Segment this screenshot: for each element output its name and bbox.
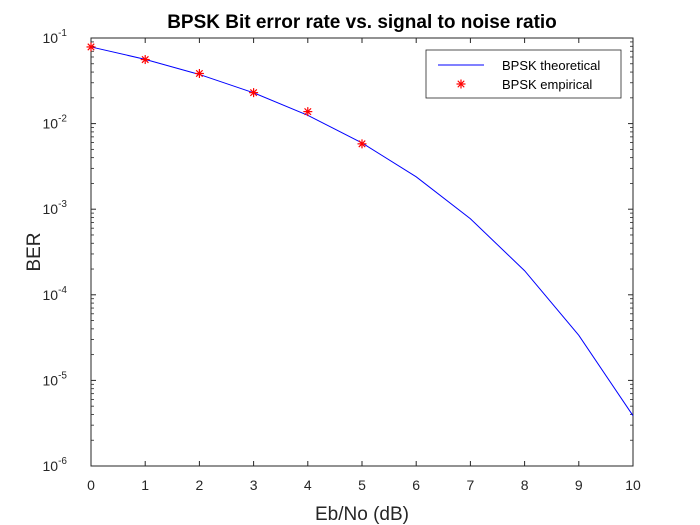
x-tick-label: 8 xyxy=(521,477,529,493)
x-tick-label: 5 xyxy=(358,477,366,493)
legend-item-empirical: BPSK empirical xyxy=(502,77,592,92)
x-tick-label: 3 xyxy=(250,477,258,493)
empirical-point xyxy=(303,107,313,117)
y-axis-label: BER xyxy=(24,232,45,271)
y-tick-label: 10-1 xyxy=(43,28,68,46)
axes-box xyxy=(90,37,634,467)
y-tick-label: 10-2 xyxy=(43,114,68,132)
x-tick-label: 10 xyxy=(625,477,641,493)
y-tick-label: 10-6 xyxy=(43,456,68,474)
chart-title: BPSK Bit error rate vs. signal to noise … xyxy=(167,12,557,33)
x-axis-ticks: 0 1 2 3 4 5 6 7 8 9 10 xyxy=(87,38,641,493)
series-layer xyxy=(86,42,634,416)
x-tick-label: 1 xyxy=(141,477,149,493)
empirical-point xyxy=(86,42,96,52)
legend-item-theoretical: BPSK theoretical xyxy=(502,58,600,73)
legend-box xyxy=(425,49,622,99)
y-axis-ticks: 10-6 10-5 10-4 10-3 10-2 10-1 xyxy=(43,28,633,474)
empirical-point xyxy=(140,55,150,65)
legend-asterisk-icon xyxy=(456,79,466,89)
plot-area xyxy=(90,37,634,467)
x-tick-label: 2 xyxy=(196,477,204,493)
legend-marker-swatch xyxy=(456,79,466,89)
x-tick-label: 4 xyxy=(304,477,312,493)
legend: BPSK theoretical BPSK empirical xyxy=(425,49,622,99)
x-tick-label: 6 xyxy=(412,477,420,493)
empirical-point xyxy=(357,139,367,149)
y-tick-label: 10-3 xyxy=(43,199,68,217)
x-tick-label: 7 xyxy=(467,477,475,493)
x-tick-label: 9 xyxy=(575,477,583,493)
y-tick-label: 10-5 xyxy=(43,370,68,388)
x-axis-label: Eb/No (dB) xyxy=(315,504,409,525)
y-tick-label: 10-4 xyxy=(43,285,68,303)
empirical-point xyxy=(194,68,204,78)
x-tick-label: 0 xyxy=(87,477,95,493)
empirical-point xyxy=(249,88,259,98)
